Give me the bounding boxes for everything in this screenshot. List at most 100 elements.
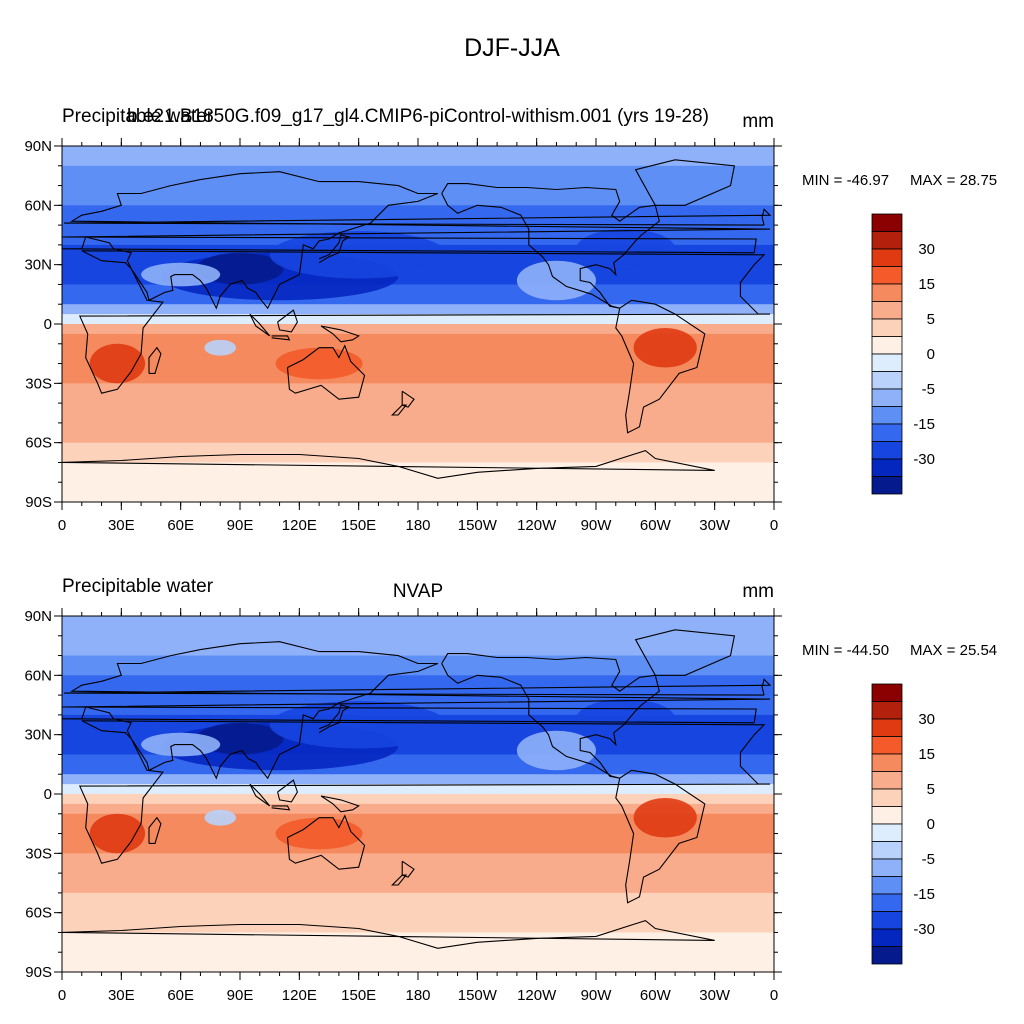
x-tick-label: 150E [341, 517, 376, 534]
anomaly-region [516, 730, 596, 771]
coastline [286, 344, 366, 400]
x-tick-label: 60E [167, 987, 194, 1004]
coastline [615, 769, 706, 904]
colorbar-label: 0 [927, 346, 935, 363]
zonal-band [62, 833, 774, 854]
colorbar-label: 30 [918, 711, 935, 728]
y-tick-label: 60S [25, 905, 52, 922]
y-tick-label: 90N [24, 138, 52, 155]
coastline [63, 678, 772, 696]
x-tick-label: 120E [282, 987, 317, 1004]
coastline [271, 805, 291, 811]
colorbar-cell [871, 788, 903, 807]
colorbar-label: -5 [922, 851, 935, 868]
x-tick-label: 150W [458, 517, 498, 534]
colorbar-label: 30 [918, 241, 935, 258]
colorbar-cell [871, 946, 903, 965]
coastline [634, 629, 736, 676]
zonal-band [62, 442, 774, 464]
y-tick-label: 0 [44, 316, 52, 333]
coastline [615, 299, 706, 434]
min-label: MIN = -44.50 [802, 642, 889, 659]
coastline [249, 783, 271, 807]
y-tick-label: 30N [24, 727, 52, 744]
anomaly-region [516, 260, 596, 301]
zonal-band [62, 912, 774, 934]
y-tick-label: 30N [24, 257, 52, 274]
x-tick-label: 90E [227, 517, 254, 534]
y-tick-label: 0 [44, 786, 52, 803]
zonal-band [62, 873, 774, 894]
colorbar-label: -15 [913, 416, 935, 433]
coastline [63, 208, 772, 226]
colorbar-cell [871, 283, 903, 302]
zonal-band [62, 363, 774, 384]
colorbar-cell [871, 336, 903, 355]
colorbar: 30 15 5 0 -5 -15 -30 [871, 683, 935, 965]
coastline [249, 313, 271, 337]
coastline [318, 234, 351, 264]
coastline [401, 390, 415, 408]
panel-units: mm [742, 111, 774, 132]
colorbar-cell [871, 683, 903, 702]
colorbar-cell [871, 476, 903, 495]
colorbar-cell [871, 388, 903, 407]
anomaly-region [576, 229, 676, 269]
zonal-band [62, 304, 774, 315]
x-tick-label: 30E [108, 517, 135, 534]
coastline [78, 720, 771, 864]
anomaly-region [275, 347, 363, 380]
coastline [320, 795, 360, 813]
colorbar-cell [871, 911, 903, 930]
anomaly-region [89, 813, 146, 854]
coastlines [62, 629, 772, 949]
y-tick-label: 60S [25, 435, 52, 452]
zonal-band [62, 333, 774, 345]
colorbar-cell [871, 771, 903, 790]
coastline [62, 449, 715, 479]
coastline [441, 653, 660, 779]
colorbar-cell [871, 701, 903, 720]
x-tick-label: 0 [770, 987, 778, 1004]
colorbar-label: 5 [927, 311, 935, 328]
colorbar-cell [871, 928, 903, 947]
anomaly-region [275, 817, 363, 850]
colorbar-cell [871, 213, 903, 232]
zonal-band [62, 314, 774, 325]
coastline [277, 779, 299, 803]
coastline [390, 874, 408, 886]
colorbar-label: 5 [927, 781, 935, 798]
regional-anomalies [89, 229, 697, 384]
coastline [271, 335, 291, 341]
panel-observations: 0 30E 60E 90E 120E 150E 180 150W 120W 90W 60W 30W 09… [24, 576, 997, 1004]
zonal-bands [62, 146, 774, 502]
zonal-band [62, 482, 774, 502]
colorbar-label: 15 [918, 746, 935, 763]
x-tick-label: 90W [581, 517, 613, 534]
coastline [148, 346, 162, 374]
zonal-band [62, 892, 774, 914]
x-tick-label: 30W [699, 987, 731, 1004]
zonal-band [62, 146, 774, 167]
colorbar-cell [871, 353, 903, 372]
anomaly-region [269, 701, 448, 749]
x-tick-label: 30E [108, 987, 135, 1004]
coastline [318, 704, 351, 734]
x-tick-label: 0 [770, 517, 778, 534]
colorbar-label: -5 [922, 381, 935, 398]
zonal-band [62, 403, 774, 424]
coastline [62, 919, 715, 949]
x-tick-label: 180 [405, 987, 430, 1004]
y-tick-label: 90S [25, 494, 52, 511]
x-tick-label: 90E [227, 987, 254, 1004]
anomaly-region [204, 339, 237, 356]
zonal-band [62, 616, 774, 637]
y-tick-label: 60N [24, 197, 52, 214]
colorbar-cell [871, 423, 903, 442]
x-tick-label: 0 [58, 517, 66, 534]
zonal-band [62, 422, 774, 444]
y-tick-label: 30S [25, 375, 52, 392]
colorbar-cell [871, 858, 903, 877]
x-tick-label: 150E [341, 987, 376, 1004]
zonal-band [62, 952, 774, 972]
